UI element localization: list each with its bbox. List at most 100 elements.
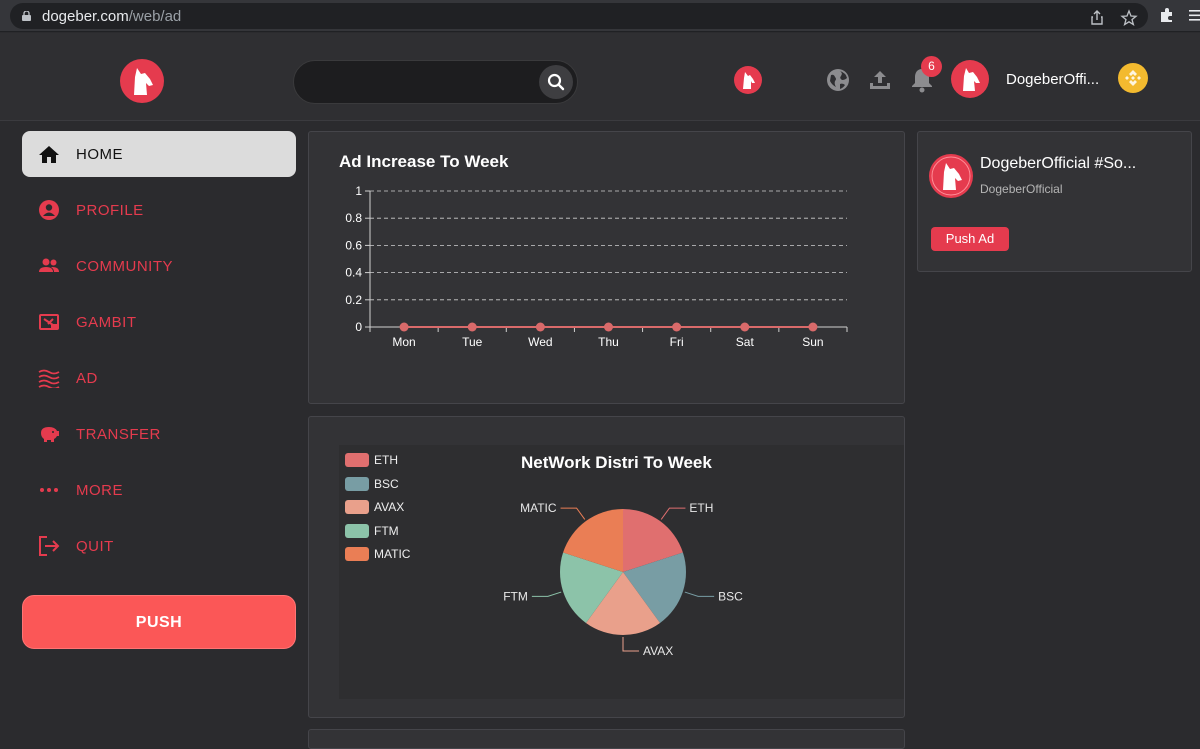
- extensions-icon[interactable]: [1158, 6, 1176, 24]
- search-icon: [547, 73, 565, 91]
- legend-label: FTM: [374, 523, 399, 538]
- sidebar-item-profile[interactable]: PROFILE: [22, 187, 296, 233]
- url-host: dogeber.com: [42, 8, 129, 25]
- url-text: dogeber.com/web/ad: [42, 8, 181, 25]
- x-tick-label: Sat: [736, 335, 755, 349]
- slice-label: ETH: [689, 501, 713, 515]
- sidebar-item-transfer[interactable]: TRANSFER: [22, 411, 296, 457]
- data-point: [467, 322, 477, 332]
- sidebar-item-label: COMMUNITY: [76, 258, 173, 275]
- bnb-wallet-icon[interactable]: [1118, 63, 1148, 93]
- pie-chart: ETH BSC AVAX FTM MATIC: [503, 501, 743, 658]
- line-chart: 0 0.2 0.4 0.6 0.8 1 Mon Tue Wed Thu Fri Sat Sun: [345, 184, 848, 349]
- pie-chart-title: NetWork Distri To Week: [521, 453, 712, 472]
- x-tick-label: Thu: [598, 335, 619, 349]
- pie-slice-bsc: [623, 552, 686, 623]
- legend-label: ETH: [374, 453, 398, 467]
- piggy-bank-icon: [41, 427, 59, 442]
- sidebar-item-quit[interactable]: QUIT: [22, 523, 296, 569]
- y-tick-label: 0: [355, 320, 362, 334]
- push-button[interactable]: PUSH: [22, 595, 296, 649]
- slice-label: MATIC: [520, 501, 557, 515]
- legend-label: AVAX: [374, 500, 405, 514]
- logout-icon: [39, 536, 60, 556]
- share-icon[interactable]: [1088, 9, 1106, 27]
- menu-icon[interactable]: [1189, 6, 1200, 24]
- data-point: [535, 322, 545, 332]
- pie-slice-avax: [585, 572, 661, 635]
- profile-avatar[interactable]: [929, 154, 973, 198]
- x-tick-label: Tue: [462, 335, 483, 349]
- sidebar-item-label: HOME: [76, 146, 123, 163]
- sidebar-item-label: MORE: [76, 482, 123, 499]
- sidebar-item-label: QUIT: [76, 538, 114, 555]
- slice-label: BSC: [718, 589, 743, 603]
- pie-slice-matic: [563, 509, 623, 572]
- next-card: [308, 729, 905, 749]
- label-line: [684, 591, 715, 597]
- y-tick-label: 0.4: [345, 266, 362, 280]
- bookmark-star-icon[interactable]: [1120, 9, 1138, 27]
- app-header: 6 DogeberOffi...: [0, 33, 1200, 121]
- legend-swatch: [345, 523, 369, 538]
- search-bar[interactable]: [293, 60, 578, 104]
- globe-icon[interactable]: [826, 68, 850, 92]
- x-tick-label: Fri: [670, 335, 684, 349]
- dogeber-token-icon[interactable]: [734, 66, 762, 94]
- more-icon: [40, 488, 58, 492]
- legend-swatch: [345, 453, 369, 467]
- url-path: /web/ad: [128, 8, 182, 25]
- legend-swatch: [345, 476, 369, 491]
- legend-label: MATIC: [374, 547, 411, 561]
- sidebar-item-label: TRANSFER: [76, 426, 161, 443]
- pie-slice-ftm: [560, 552, 623, 623]
- line-chart-title: Ad Increase To Week: [339, 152, 509, 171]
- sidebar-item-more[interactable]: MORE: [22, 467, 296, 513]
- slice-label: AVAX: [643, 644, 673, 658]
- profile-card: DogeberOfficial #So... DogeberOfficial P…: [917, 131, 1192, 272]
- legend-swatch: [345, 500, 369, 514]
- profile-handle: DogeberOfficial: [980, 182, 1063, 196]
- push-ad-button[interactable]: Push Ad: [931, 227, 1009, 251]
- legend-swatch: [345, 547, 369, 561]
- profile-name[interactable]: DogeberOfficial #So...: [980, 155, 1137, 172]
- data-point: [399, 322, 409, 332]
- y-tick-label: 0.2: [345, 293, 362, 307]
- slice-label: FTM: [503, 589, 528, 603]
- data-point: [740, 322, 750, 332]
- home-icon: [39, 146, 59, 163]
- label-line: [531, 591, 562, 597]
- ad-icon: [38, 369, 60, 388]
- dogeber-logo[interactable]: [120, 59, 164, 103]
- network-distri-card: NetWork Distri To Week ETH BSC AVAX FTM MATI…: [308, 416, 905, 718]
- y-tick-label: 1: [355, 184, 362, 198]
- address-bar[interactable]: dogeber.com/web/ad: [10, 3, 1148, 29]
- profile-icon: [39, 200, 59, 220]
- data-point: [808, 322, 818, 332]
- community-icon: [39, 258, 59, 272]
- x-tick-label: Mon: [392, 335, 415, 349]
- sidebar-item-ad[interactable]: AD: [22, 355, 296, 401]
- y-tick-label: 0.6: [345, 238, 362, 252]
- sidebar-item-label: AD: [76, 370, 98, 387]
- ad-increase-card: Ad Increase To Week 0 0.2 0.4 0.6 0.8 1 Mon Tue…: [308, 131, 905, 404]
- x-tick-label: Wed: [528, 335, 552, 349]
- upload-icon[interactable]: [868, 68, 892, 92]
- sidebar-item-label: PROFILE: [76, 202, 144, 219]
- sidebar-item-gambit[interactable]: GAMBIT: [22, 299, 296, 345]
- username-label[interactable]: DogeberOffi...: [1006, 71, 1100, 88]
- y-tick-label: 0.8: [345, 211, 362, 225]
- avatar[interactable]: [951, 60, 989, 98]
- x-tick-label: Sun: [802, 335, 823, 349]
- label-line: [622, 637, 639, 652]
- search-button[interactable]: [539, 65, 573, 99]
- notification-badge: 6: [921, 56, 942, 77]
- pie-slice-eth: [623, 509, 683, 572]
- data-point: [604, 322, 613, 332]
- label-line: [660, 507, 686, 520]
- sidebar-item-community[interactable]: COMMUNITY: [22, 243, 296, 289]
- sidebar-item-home[interactable]: HOME: [22, 131, 296, 177]
- sidebar-item-label: GAMBIT: [76, 314, 137, 331]
- lock-icon: [22, 11, 31, 21]
- browser-toolbar: dogeber.com/web/ad: [0, 0, 1200, 32]
